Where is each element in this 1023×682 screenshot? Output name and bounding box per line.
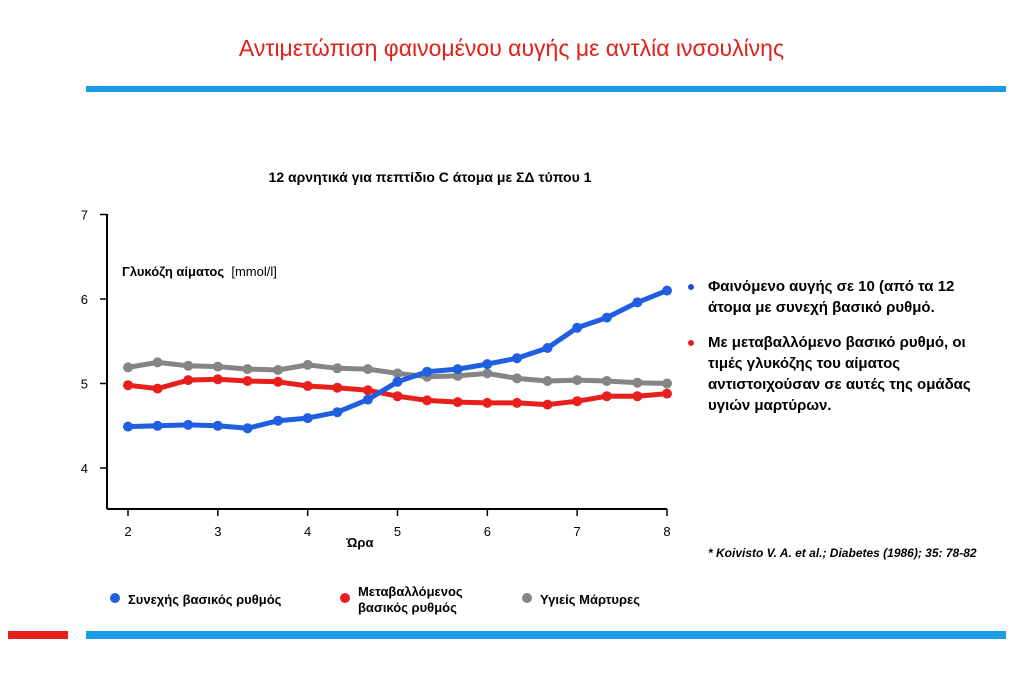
y-tick-label: 4	[81, 461, 88, 476]
data-point	[212, 374, 223, 385]
data-point	[242, 364, 253, 375]
legend-marker	[340, 593, 350, 603]
notes-panel: Φαινόμενο αυγής σε 10 (από τα 12 άτομα μ…	[688, 276, 998, 430]
data-point	[512, 353, 522, 364]
data-point	[302, 413, 313, 424]
data-point	[332, 407, 343, 418]
data-point	[392, 391, 403, 402]
x-tick-label: 2	[124, 524, 131, 539]
legend-item-continuous: Συνεχής βασικός ρυθμός	[110, 592, 281, 608]
data-point	[632, 297, 643, 308]
data-point	[273, 415, 283, 426]
data-point	[542, 343, 553, 353]
data-point	[242, 423, 253, 434]
data-point	[601, 376, 612, 386]
note-text: Φαινόμενο αυγής σε 10 (από τα 12 άτομα μ…	[708, 278, 955, 316]
y-axis-label: Γλυκόζη αίματος [mmol/l]	[122, 264, 277, 279]
data-point	[152, 357, 163, 368]
x-tick-label: 7	[574, 524, 581, 539]
data-point	[392, 368, 403, 379]
series-line	[127, 288, 668, 431]
data-point	[332, 382, 343, 393]
data-point	[662, 388, 672, 399]
legend-item-healthy: Υγιείς Μάρτυρες	[522, 592, 640, 608]
data-point	[183, 419, 194, 430]
data-point	[601, 312, 612, 323]
legend-label: Συνεχής βασικός ρυθμός	[128, 592, 282, 607]
citation: * Koivisto V. A. et al.; Diabetes (1986)…	[708, 546, 977, 560]
data-point	[123, 421, 133, 432]
data-point	[662, 378, 672, 389]
data-point	[542, 376, 553, 386]
x-tick-label: 4	[304, 524, 311, 539]
bullet-icon	[688, 340, 694, 346]
data-point	[332, 363, 343, 374]
data-point	[273, 365, 283, 375]
data-point	[362, 364, 373, 375]
data-point	[572, 396, 583, 407]
data-point	[302, 381, 313, 391]
legend-label: Μεταβαλλόμενος βασικός ρυθμός	[358, 584, 463, 615]
data-point	[212, 361, 223, 372]
y-axis-label-text: Γλυκόζη αίματος	[122, 264, 225, 279]
data-point	[662, 285, 672, 296]
data-point	[212, 420, 223, 431]
data-point	[123, 380, 133, 391]
y-axis-unit: [mmol/l]	[231, 264, 277, 279]
data-point	[512, 397, 522, 408]
data-point	[601, 391, 612, 402]
data-point	[512, 373, 522, 384]
x-tick-label: 3	[214, 524, 221, 539]
data-point	[273, 376, 283, 387]
bottom-divider	[86, 631, 1006, 639]
data-point	[392, 376, 403, 387]
data-point	[183, 375, 194, 386]
data-point	[422, 395, 433, 406]
data-point	[362, 385, 373, 396]
data-point	[242, 376, 253, 386]
bullet-icon	[688, 284, 694, 290]
data-point	[572, 375, 583, 386]
legend-marker	[522, 593, 532, 603]
legend-label: Υγιείς Μάρτυρες	[540, 592, 640, 607]
data-point	[362, 394, 373, 405]
data-point	[452, 364, 463, 375]
data-point	[302, 359, 313, 370]
legend-marker	[110, 593, 120, 603]
data-point	[482, 397, 493, 408]
slide-title: Αντιμετώπιση φαινομένου αυγής με αντλία …	[238, 35, 785, 61]
data-point	[183, 360, 194, 371]
data-point	[632, 391, 643, 402]
data-point	[152, 383, 163, 394]
x-axis-label: Ώρα	[346, 535, 374, 550]
data-point	[482, 368, 493, 379]
x-tick-label: 6	[484, 524, 491, 539]
data-point	[632, 377, 643, 388]
chart-title: 12 αρνητικά για πεπτίδιο C άτομα με ΣΔ τ…	[268, 169, 592, 185]
note-item: Με μεταβαλλόμενο βασικό ρυθμό, οι τιμές …	[688, 332, 998, 416]
data-point	[572, 322, 583, 333]
data-point	[542, 399, 553, 410]
legend-item-variable: Μεταβαλλόμενος βασικός ρυθμός	[340, 584, 508, 616]
x-tick-label: 8	[663, 524, 670, 539]
top-divider	[86, 86, 1006, 92]
y-tick-label: 5	[81, 377, 88, 392]
y-tick-label: 7	[81, 208, 88, 223]
x-tick-label: 5	[394, 524, 401, 539]
data-point	[152, 420, 163, 431]
bottom-accent-bar	[8, 631, 68, 639]
data-point	[422, 366, 433, 377]
data-point	[123, 362, 133, 373]
note-text: Με μεταβαλλόμενο βασικό ρυθμό, οι τιμές …	[708, 334, 971, 414]
note-item: Φαινόμενο αυγής σε 10 (από τα 12 άτομα μ…	[688, 276, 998, 318]
data-point	[452, 397, 463, 408]
y-tick-label: 6	[81, 292, 88, 307]
data-point	[482, 359, 493, 370]
